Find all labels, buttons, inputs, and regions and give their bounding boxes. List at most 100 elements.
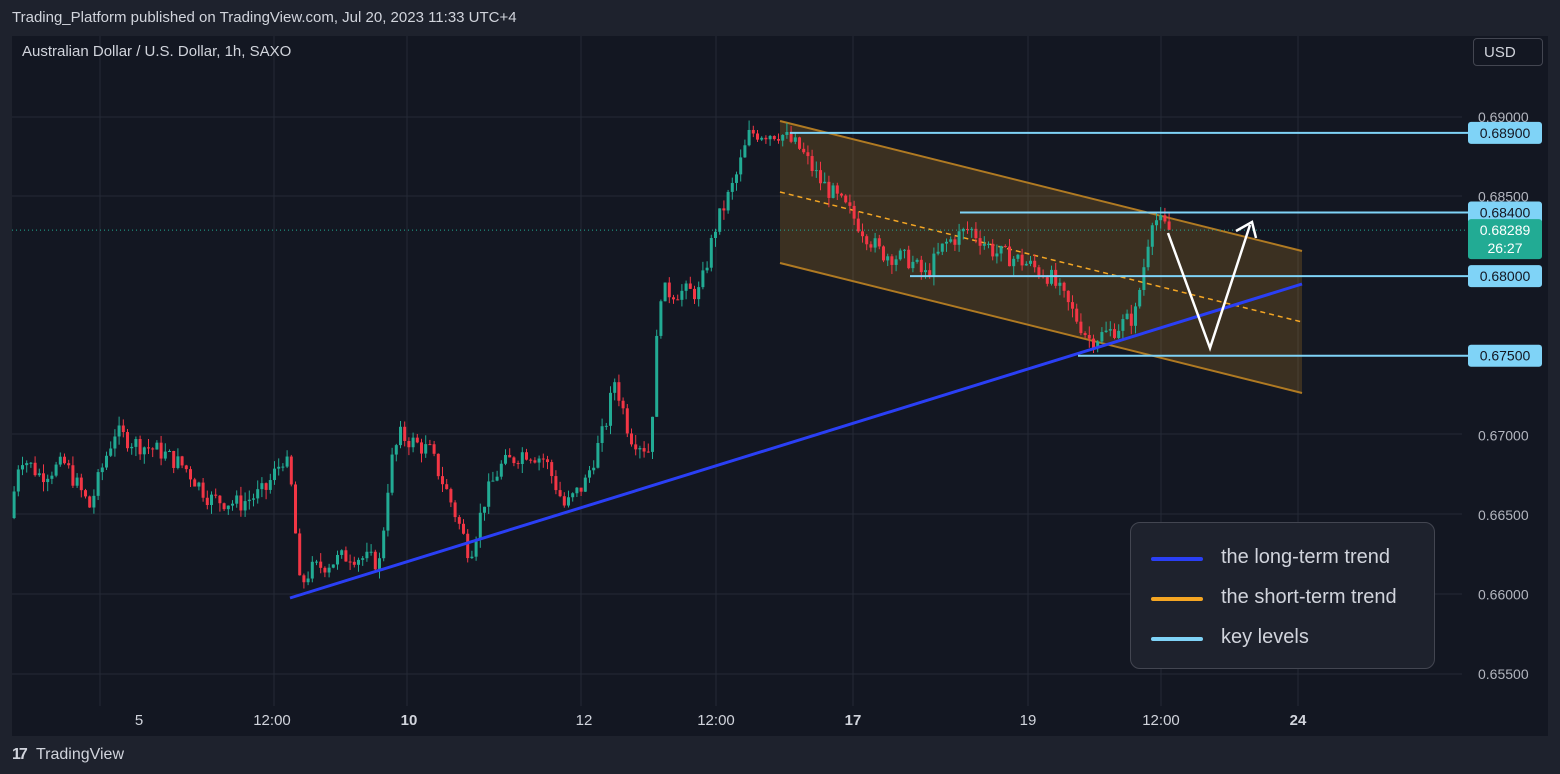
candle-body: [336, 554, 339, 565]
candle-body: [1029, 260, 1032, 264]
candle-body: [945, 241, 948, 244]
header: Trading_Platform published on TradingVie…: [0, 0, 1560, 36]
candle-body: [365, 551, 369, 559]
candle-body: [516, 463, 520, 465]
candle-body: [1092, 338, 1095, 348]
candle-body: [474, 539, 478, 557]
candle-body: [331, 564, 335, 568]
candle-body: [743, 145, 747, 158]
candle-body: [966, 228, 969, 230]
candle-body: [323, 567, 327, 573]
candle-body: [243, 501, 247, 511]
candle-body: [798, 137, 801, 149]
candle-body: [869, 244, 873, 248]
candle-body: [987, 243, 990, 245]
y-tick-label: 0.66000: [1478, 586, 1529, 602]
candle-body: [634, 444, 638, 450]
candle-body: [327, 567, 331, 573]
candle-body: [84, 490, 87, 497]
candle-body: [378, 558, 381, 570]
candle-body: [1003, 246, 1007, 248]
x-tick-label: 19: [1020, 712, 1037, 729]
key-level-badge: [1468, 201, 1542, 224]
candle-body: [814, 170, 818, 172]
candle-body: [651, 416, 654, 452]
candle-body: [831, 185, 835, 198]
candle-body: [222, 503, 226, 510]
candle-body: [382, 530, 386, 559]
x-tick-label: 24: [1290, 712, 1307, 729]
candle-body: [386, 492, 390, 531]
candle-body: [201, 482, 205, 498]
y-tick-label: 0.67000: [1478, 427, 1529, 443]
candle-body: [907, 249, 911, 269]
candle-body: [949, 239, 953, 242]
x-tick-label: 5: [135, 712, 143, 729]
candle-body: [768, 135, 772, 140]
candle-body: [25, 463, 29, 466]
candle-body: [865, 236, 869, 245]
candle-body: [252, 498, 255, 500]
candle-body: [642, 448, 646, 452]
candle-body: [667, 282, 671, 298]
candle-body: [924, 270, 927, 273]
candle-body: [63, 456, 66, 464]
candle-body: [726, 191, 730, 211]
candle-body: [567, 497, 570, 506]
candle-body: [625, 408, 629, 434]
candle-body: [1121, 319, 1125, 331]
candle-body: [344, 550, 348, 562]
candle-body: [1142, 267, 1146, 290]
candle-body: [121, 425, 125, 433]
candle-body: [180, 456, 184, 466]
candle-body: [529, 459, 533, 461]
candle-body: [37, 473, 41, 476]
candle-body: [982, 243, 986, 246]
candle-body: [184, 465, 188, 470]
candle-body: [756, 133, 759, 140]
candle-body: [411, 437, 415, 448]
candle-body: [1066, 290, 1070, 303]
candle-body: [823, 181, 827, 184]
candle-body: [663, 282, 667, 302]
candle-body: [571, 493, 575, 498]
candle-body: [50, 475, 54, 479]
candle-body: [810, 156, 814, 172]
candle-body: [588, 470, 591, 478]
candle-body: [193, 479, 197, 487]
currency-button[interactable]: USD: [1473, 38, 1543, 66]
candle-body: [697, 287, 701, 300]
legend-swatch-key-levels: [1151, 637, 1203, 641]
candle-body: [705, 267, 709, 271]
candle-body: [432, 444, 436, 454]
candle-body: [415, 437, 419, 443]
key-level-label: 0.68400: [1480, 204, 1531, 220]
legend-swatch-long-term: [1151, 557, 1203, 561]
candle-body: [1100, 332, 1104, 342]
key-level-badge: [1468, 344, 1542, 367]
candle-body: [424, 444, 428, 454]
candle-body: [218, 495, 222, 504]
candle-body: [1020, 254, 1024, 266]
channel-upper-line: [779, 120, 1303, 252]
candle-body: [890, 256, 894, 265]
key-level-label: 0.67500: [1480, 348, 1531, 364]
candle-body: [621, 400, 625, 409]
key-level-label: 0.68900: [1480, 125, 1531, 141]
candle-body: [470, 556, 474, 559]
candle-body: [42, 473, 45, 483]
candle-body: [109, 448, 113, 456]
candle-body: [550, 462, 554, 477]
candle-body: [638, 448, 642, 450]
candle-body: [613, 382, 617, 393]
candle-body: [995, 253, 999, 257]
candle-body: [29, 462, 33, 464]
candle-body: [919, 259, 923, 273]
candle-body: [932, 253, 936, 277]
candle-body: [546, 459, 549, 463]
candle-body: [1134, 306, 1137, 326]
candle-body: [168, 450, 171, 452]
candle-body: [722, 208, 726, 211]
candle-body: [352, 561, 356, 565]
footer-brand[interactable]: TradingView: [35, 746, 124, 763]
